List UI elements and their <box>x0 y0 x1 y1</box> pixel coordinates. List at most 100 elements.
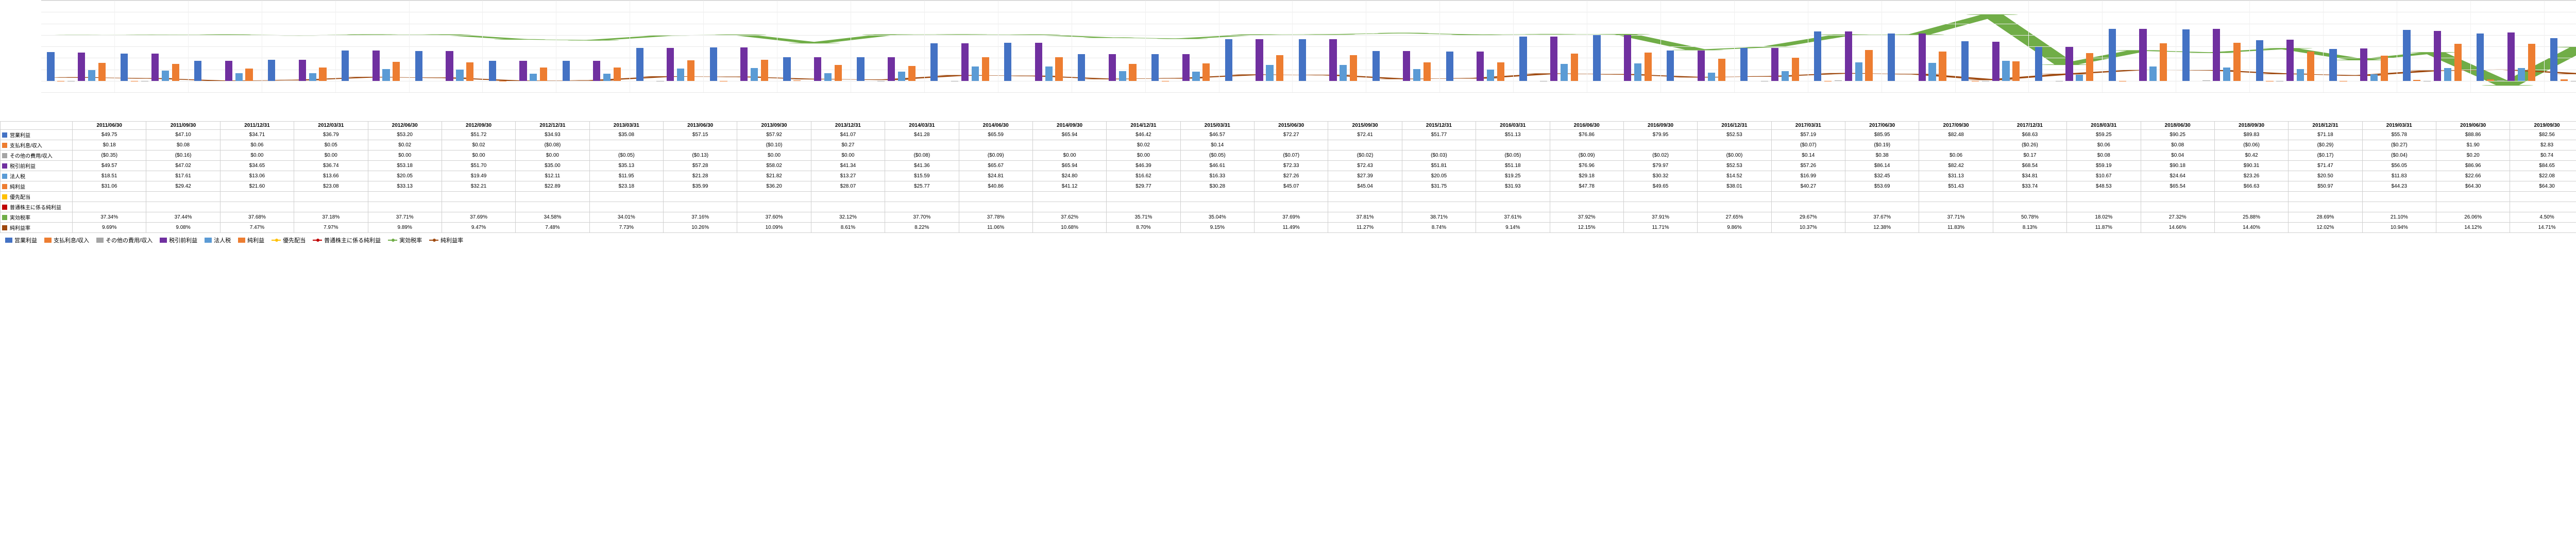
period-header: 2015/06/30 <box>1255 122 1328 130</box>
cell: $0.06 <box>220 140 294 150</box>
cell: ($0.09) <box>959 150 1032 161</box>
bar-pretax <box>1182 54 1190 81</box>
bar-net <box>835 65 842 81</box>
period-header: 2015/12/31 <box>1402 122 1476 130</box>
cell: 50.78% <box>1993 212 2066 223</box>
bar-pretax <box>1403 51 1410 81</box>
bar-op_income <box>47 52 54 80</box>
cell: $19.49 <box>442 171 515 181</box>
cell: ($0.08) <box>516 140 589 150</box>
cell: 7.47% <box>220 223 294 233</box>
cell <box>516 192 589 202</box>
bar-net <box>1350 55 1357 81</box>
cell: $41.34 <box>811 161 885 171</box>
cell: $0.00 <box>442 150 515 161</box>
bar-op_income <box>563 61 570 81</box>
cell <box>2141 192 2214 202</box>
cell: ($0.19) <box>1845 140 1919 150</box>
cell: 10.26% <box>664 223 737 233</box>
cell: $65.59 <box>959 130 1032 140</box>
bar-op_income <box>2403 30 2410 81</box>
period-header: 2019/09/30 <box>2510 122 2576 130</box>
cell: $0.04 <box>2141 150 2214 161</box>
bar-tax <box>677 69 684 81</box>
cell: 8.22% <box>885 223 959 233</box>
bar-net <box>1276 55 1283 81</box>
bar-net <box>2012 61 2020 81</box>
bar-op_income <box>636 48 643 81</box>
cell <box>1328 140 1402 150</box>
cell: $71.47 <box>2289 161 2362 171</box>
bar-tax <box>2518 68 2525 81</box>
bar-net <box>614 68 621 81</box>
bar-op_income <box>2256 40 2263 81</box>
cell: 9.15% <box>1180 223 1254 233</box>
cell: $23.08 <box>294 181 368 192</box>
cell <box>442 202 515 212</box>
cell: 11.71% <box>1623 223 1697 233</box>
bar-tax <box>1561 64 1568 80</box>
cell <box>589 202 663 212</box>
bar-op_income <box>194 61 201 81</box>
cell: $34.93 <box>516 130 589 140</box>
bar-net <box>761 60 768 80</box>
cell: $41.12 <box>1032 181 1106 192</box>
cell: $68.63 <box>1993 130 2066 140</box>
cell: $49.57 <box>73 161 146 171</box>
bar-pretax <box>225 61 232 81</box>
cell: $48.53 <box>2067 181 2141 192</box>
cell: $0.00 <box>811 150 885 161</box>
bar-tax <box>2223 68 2230 81</box>
cell <box>1550 140 1623 150</box>
cell: 37.61% <box>1476 212 1550 223</box>
cell: $90.31 <box>2214 161 2288 171</box>
period-header: 2016/03/31 <box>1476 122 1550 130</box>
cell: $85.95 <box>1845 130 1919 140</box>
bar-net <box>540 68 547 80</box>
period-header: 2014/06/30 <box>959 122 1032 130</box>
cell <box>294 202 368 212</box>
cell: $0.05 <box>294 140 368 150</box>
cell <box>1255 202 1328 212</box>
row-header-blank <box>1 122 73 130</box>
cell: $65.94 <box>1032 130 1106 140</box>
bar-op_income <box>1740 48 1748 81</box>
bar-pretax <box>1256 39 1263 80</box>
cell: $47.10 <box>146 130 220 140</box>
period-header: 2019/06/30 <box>2436 122 2510 130</box>
bar-op_income <box>2477 34 2484 81</box>
bar-tax <box>88 70 95 81</box>
cell <box>2510 192 2576 202</box>
period-header: 2017/06/30 <box>1845 122 1919 130</box>
cell <box>2067 202 2141 212</box>
legend-left: 営業利益支払利息/収入その他の費用/収入税引前利益法人税純利益優先配当普通株主に… <box>0 233 2576 247</box>
cell: $47.78 <box>1550 181 1623 192</box>
cell: $50.97 <box>2289 181 2362 192</box>
cell <box>1476 202 1550 212</box>
bar-op_income <box>1667 51 1674 80</box>
cell: $0.42 <box>2214 150 2288 161</box>
cell: $57.28 <box>664 161 737 171</box>
cell: 9.08% <box>146 223 220 233</box>
bar-pretax <box>1550 37 1557 81</box>
cell: $0.02 <box>1107 140 1180 150</box>
cell: $12.11 <box>516 171 589 181</box>
bar-tax <box>1487 70 1494 80</box>
cell: $13.27 <box>811 171 885 181</box>
bar-net <box>1129 64 1136 81</box>
cell: ($0.04) <box>2362 150 2436 161</box>
row-label-net: 純利益 <box>1 181 73 192</box>
cell <box>1328 202 1402 212</box>
bar-net <box>1939 52 1946 81</box>
bar-op_income <box>1814 31 1821 81</box>
bar-net <box>466 62 473 81</box>
cell <box>1623 192 1697 202</box>
cell: $90.18 <box>2141 161 2214 171</box>
cell: $29.77 <box>1107 181 1180 192</box>
cell: 9.69% <box>73 223 146 233</box>
bar-pretax <box>299 60 306 81</box>
cell: $79.95 <box>1623 130 1697 140</box>
cell: 26.06% <box>2436 212 2510 223</box>
cell: $31.93 <box>1476 181 1550 192</box>
cell: $46.39 <box>1107 161 1180 171</box>
